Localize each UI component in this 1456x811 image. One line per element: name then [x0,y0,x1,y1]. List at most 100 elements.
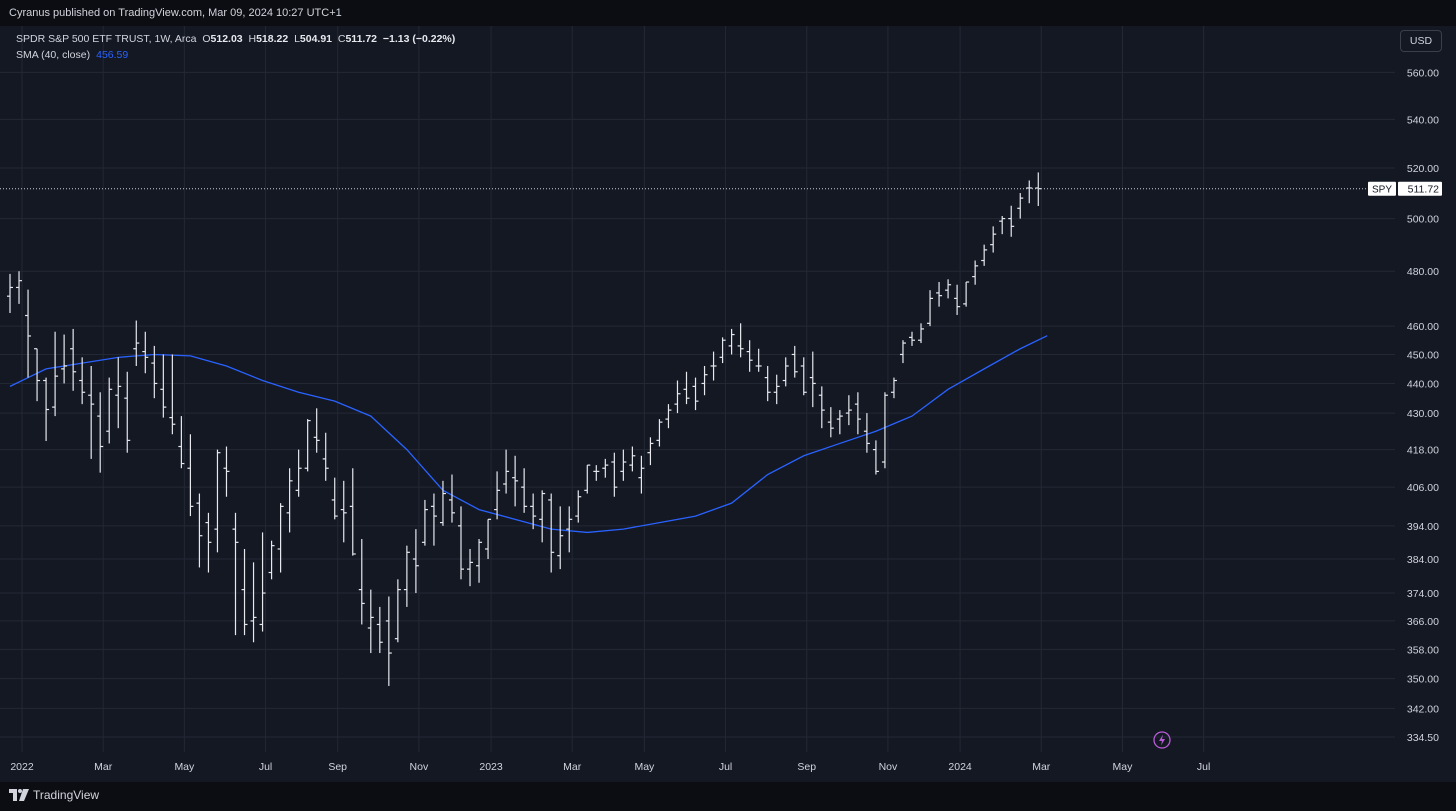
ohlc-bar [1026,180,1033,204]
sma-line [9,335,1048,534]
ohlc-bar [43,377,50,441]
ohlc-bar [1008,205,1015,237]
ohlc-bar [827,407,834,438]
ohlc-bar [818,386,825,429]
time-tick-label: Sep [328,761,347,773]
ohlc-bar [548,493,555,573]
price-tick-label: 440.00 [1407,378,1439,390]
price-tick-label: 560.00 [1407,67,1439,79]
high-value: 518.22 [256,33,289,45]
last-price-symbol: SPY [1372,185,1392,196]
price-tick-label: 500.00 [1407,214,1439,226]
ohlc-bar [97,392,104,473]
price-tick-label: 450.00 [1407,349,1439,361]
ohlc-bar [232,512,239,636]
time-tick-label: May [174,761,195,773]
ohlc-bar [728,328,735,355]
ohlc-bar [863,413,870,453]
ohlc-bar [800,357,807,396]
ohlc-bar [927,290,934,327]
ohlc-bar [61,334,68,384]
ohlc-bar [845,395,852,426]
time-tick-label: Jul [259,761,272,773]
ohlc-bar [899,340,906,364]
indicator-legend[interactable]: SMA (40, close) 456.59 [16,49,128,61]
ohlc-bar [584,464,591,494]
price-tick-label: 418.00 [1407,445,1439,457]
ohlc-bar [178,416,185,469]
ohlc-bar [214,449,221,553]
ohlc-bar [439,480,446,526]
ohlc-bar [160,354,167,418]
ohlc-bar [259,532,266,632]
ohlc-bar [773,374,780,405]
ohlc-bar [512,455,519,507]
time-tick-label: Sep [797,761,816,773]
ohlc-bar [981,244,988,266]
currency-button[interactable]: USD [1400,30,1442,52]
ohlc-bar [719,337,726,364]
symbol-legend[interactable]: SPDR S&P 500 ETF TRUST, 1W, Arca O512.03… [16,33,455,45]
ohlc-bar [954,284,961,315]
ohlc-bar [485,518,492,560]
ohlc-bar [629,446,636,472]
ohlc-bar [367,589,374,654]
time-tick-label: Nov [879,761,898,773]
ohlc-bar [52,331,59,417]
price-tick-label: 374.00 [1407,588,1439,600]
ohlc-bar [187,434,194,517]
price-tick-label: 480.00 [1407,266,1439,278]
ohlc-bar [385,596,392,686]
ohlc-bar [854,392,861,435]
ohlc-bar [448,474,455,523]
ohlc-bar [890,377,897,399]
ohlc-bar [25,289,32,378]
high-label: H [248,33,257,45]
ohlc-bar [557,506,564,570]
last-price-value-box [1398,181,1442,196]
time-tick-label: Nov [410,761,429,773]
close-label: C [337,33,346,45]
chart-area[interactable] [0,26,1456,782]
ohlc-bar [476,539,483,583]
ohlc-bar [746,340,753,372]
ohlc-bar [133,320,140,366]
low-label: L [294,33,300,45]
sma-layer [9,335,1048,534]
ohlc-bar [196,493,203,568]
last-price-symbol-box [1368,181,1396,196]
time-axis[interactable]: 2022 Mar May Jul Sep Nov 2023 Mar May Jul Sep Nov 20… [10,761,1210,773]
ohlc-bar [503,449,510,494]
price-tick-label: 366.00 [1407,616,1439,628]
price-tick-label: 384.00 [1407,554,1439,566]
ohlc-bar [701,365,708,396]
ohlc-bar [412,529,419,594]
price-tick-label: 358.00 [1407,644,1439,656]
ohlc-bar [692,377,699,411]
lightning-icon[interactable] [1153,731,1171,749]
ohlc-bar [611,452,618,497]
ohlc-bar [945,279,952,299]
close-value: 511.72 [345,33,378,45]
ohlc-bar [376,606,383,654]
tradingview-logo[interactable]: TradingView [9,788,99,802]
ohlc-bar [539,490,546,543]
ohlc-bar [250,562,257,643]
ohlc-bar [530,493,537,530]
ohlc-bar [331,477,338,520]
tradingview-logo-icon [9,789,29,801]
ohlc-bar [674,380,681,414]
ohlc-bar [665,404,672,429]
indicator-value: 456.59 [96,49,129,61]
ohlc-bar [151,345,158,399]
price-tick-label: 520.00 [1407,163,1439,175]
ohlc-bar [340,480,347,543]
price-tick-label: 350.00 [1407,674,1439,686]
price-axis[interactable]: 560.00 540.00 520.00 500.00 480.00 460.00 450.… [1407,67,1439,744]
open-label: O [202,33,211,45]
price-tick-label: 460.00 [1407,321,1439,333]
ohlc-bar [809,351,816,408]
ohlc-bar [106,377,113,444]
last-price-line-layer: SPY 511.72 [0,181,1442,196]
